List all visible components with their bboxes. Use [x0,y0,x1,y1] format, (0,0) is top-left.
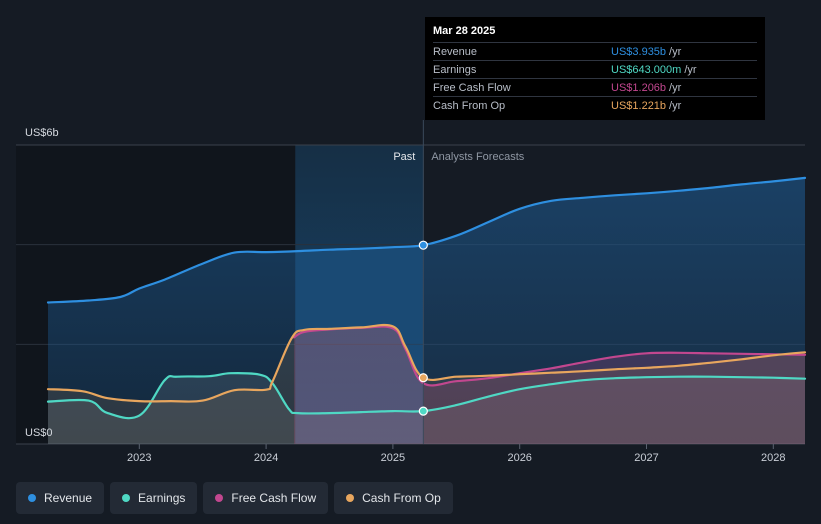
legend-label: Free Cash Flow [231,491,317,505]
tooltip-value: US$1.221b [611,99,667,112]
x-tick-label: 2023 [127,452,151,464]
tooltip-unit: /yr [669,45,682,58]
cash-from-op-line [46,323,807,403]
earnings-dot-icon [122,494,131,502]
tooltip-unit: /yr [684,63,697,76]
tooltip-row-free-cash-flow: Free Cash Flow US$1.206b /yr [433,78,757,96]
earnings-marker [418,406,428,416]
cash-from-op-dot-icon [346,494,355,502]
tooltip-label: Free Cash Flow [433,81,511,94]
tooltip-row-earnings: Earnings US$643.000m /yr [433,60,757,78]
legend-item-earnings[interactable]: Earnings [110,482,198,514]
revenue-marker [418,240,428,250]
legend-label: Revenue [44,491,93,505]
past-label: Past [393,151,415,163]
tooltip-label: Earnings [433,63,477,76]
y-axis-bottom-label: US$0 [25,427,53,439]
tooltip-unit: /yr [669,81,682,94]
y-axis-top-label: US$6b [25,127,59,139]
tooltip-value: US$1.206b [611,81,667,94]
x-tick-label: 2028 [761,452,785,464]
x-tick-label: 2026 [507,452,531,464]
x-tick-label: 2025 [381,452,405,464]
revenue-dot-icon [28,494,36,502]
legend-label: Earnings [138,491,186,505]
legend: Revenue Earnings Free Cash Flow Cash Fro… [16,482,453,514]
x-tick-label: 2027 [634,452,658,464]
legend-item-revenue[interactable]: Revenue [16,482,105,514]
tooltip-value: US$643.000m [611,63,682,76]
tooltip-date: Mar 28 2025 [433,25,496,37]
free-cash-flow-dot-icon [215,494,224,502]
forecast-label: Analysts Forecasts [431,151,524,163]
earnings-line [46,371,807,420]
legend-label: Cash From Op [362,491,441,505]
tooltip-value: US$3.935b [611,45,667,58]
tooltip-label: Cash From Op [433,99,506,112]
legend-item-free-cash-flow[interactable]: Free Cash Flow [203,482,329,514]
tooltip-label: Revenue [433,45,478,58]
legend-item-cash-from-op[interactable]: Cash From Op [334,482,453,514]
tooltip: Mar 28 2025 Revenue US$3.935b /yr Earnin… [425,17,765,120]
x-tick-label: 2024 [254,452,278,464]
tooltip-row-revenue: Revenue US$3.935b /yr [433,42,757,60]
tooltip-row-cash-from-op: Cash From Op US$1.221b /yr [433,96,757,114]
cash-from-op-marker [418,373,428,383]
tooltip-unit: /yr [669,99,682,112]
